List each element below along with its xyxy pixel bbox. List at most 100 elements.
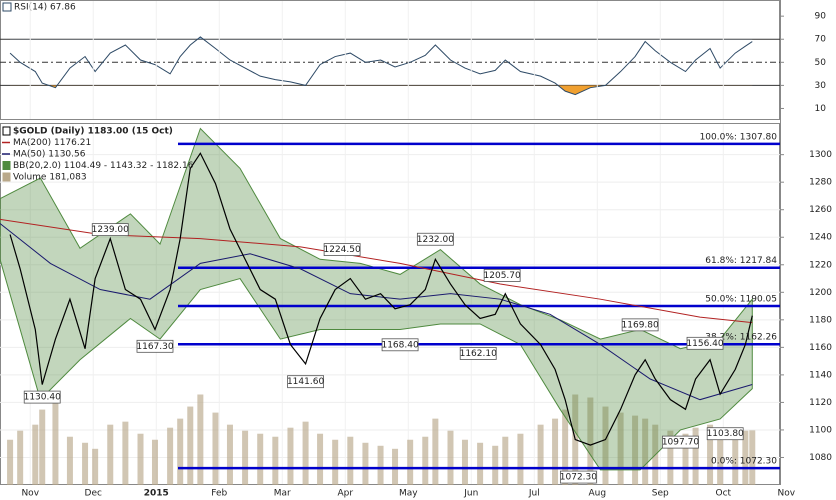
volume-bar <box>226 424 233 485</box>
annotation: 1205.70 <box>484 271 521 281</box>
annotation-box <box>483 269 521 282</box>
legend-label: BB(20,2.0) 1104.49 - 1143.32 - 1182.16 <box>13 161 194 171</box>
volume-bar <box>461 439 468 485</box>
fib-label: 50.0%: 1190.05 <box>705 294 777 304</box>
volume-bar <box>272 436 279 485</box>
legend-label: $GOLD (Daily) 1183.00 (15 Oct) <box>13 127 173 137</box>
volume-bar <box>632 415 639 485</box>
volume-bar <box>707 424 714 485</box>
volume-bar <box>212 412 219 485</box>
legend-label: RSI(14) 67.86 <box>14 3 76 13</box>
volume-bar <box>362 442 369 485</box>
price-line <box>9 152 753 446</box>
fib-label: 0.0%: 1072.30 <box>711 457 777 467</box>
y-tick-label: 1240 <box>809 233 832 243</box>
fib-label: 100.0%: 1307.80 <box>700 132 778 142</box>
volume-bar <box>32 424 39 485</box>
rsi-line <box>9 36 753 96</box>
volume-bar <box>477 442 484 485</box>
rsi-panel <box>0 0 780 120</box>
volume-bar <box>187 406 194 485</box>
volume-bar <box>287 427 294 485</box>
y-tick-label: 1280 <box>809 178 832 188</box>
volume-bar <box>347 436 354 485</box>
bollinger-band <box>0 127 753 471</box>
volume-bar <box>517 433 524 485</box>
y-tick-label: 10 <box>815 104 827 114</box>
volume-bar <box>66 436 73 485</box>
x-tick-label: Jul <box>528 489 540 499</box>
legend-swatch <box>2 161 11 170</box>
volume-bar <box>742 430 749 485</box>
annotation: 1162.10 <box>460 349 497 359</box>
annotation-box <box>686 336 724 350</box>
volume-bar <box>82 442 89 485</box>
annotation-box <box>706 427 744 441</box>
volume-bar <box>242 430 249 485</box>
layer <box>9 36 753 96</box>
x-tick-label: Nov <box>778 489 796 499</box>
legend-swatch <box>2 2 12 12</box>
annotation: 1169.80 <box>622 320 659 330</box>
y-tick-label: 1080 <box>809 453 832 463</box>
y-tick-label: 1140 <box>809 370 832 380</box>
volume-bar <box>502 436 509 485</box>
legend-swatch <box>2 126 11 136</box>
volume-bar <box>717 433 724 485</box>
volume-bar <box>302 421 309 485</box>
volume-bar <box>332 439 339 485</box>
annotation-box <box>559 470 597 484</box>
y-tick-label: 1300 <box>809 150 832 160</box>
annotation: 1097.70 <box>662 438 699 448</box>
volume-bar <box>39 409 46 485</box>
volume-bar <box>107 424 114 485</box>
rsi-zone-fill <box>10 85 753 95</box>
layer <box>10 85 753 95</box>
x-tick-label: May <box>399 489 418 499</box>
volume-bar <box>432 418 439 485</box>
annotation-box <box>91 223 129 237</box>
y-tick-label: 1120 <box>809 398 832 408</box>
moving-average <box>0 218 753 324</box>
y-tick-label: 70 <box>815 35 827 45</box>
x-tick-label: Aug <box>588 489 606 499</box>
x-tick-label: Mar <box>274 489 291 499</box>
volume-bar <box>667 430 674 485</box>
annotation-box <box>136 339 174 353</box>
annotation-box <box>23 390 61 404</box>
volume-bar <box>177 418 184 485</box>
y-tick-label: 30 <box>815 81 827 91</box>
volume-bar <box>122 421 129 485</box>
annotation-box <box>323 243 361 256</box>
annotation: 1239.00 <box>92 225 129 235</box>
annotation-box <box>381 338 419 352</box>
annotation: 1167.30 <box>136 342 173 352</box>
annotation: 1156.40 <box>686 339 723 349</box>
volume-bar <box>7 439 14 485</box>
y-tick-label: 1160 <box>809 343 832 353</box>
annotation-box <box>287 375 324 389</box>
volume-bar <box>92 448 99 485</box>
annotation: 1103.80 <box>707 429 744 439</box>
volume-bar <box>537 424 544 485</box>
volume-bar <box>167 427 174 485</box>
moving-average <box>0 223 753 401</box>
x-tick-label: Oct <box>716 489 732 499</box>
volume-bar <box>377 445 384 485</box>
volume-bar <box>422 436 429 485</box>
annotation: 1232.00 <box>417 235 454 245</box>
volume-bar <box>552 418 559 485</box>
volume-bar <box>562 409 569 485</box>
y-tick-label: 1220 <box>809 260 832 270</box>
y-tick-label: 90 <box>815 12 827 22</box>
annotation: 1141.60 <box>287 377 324 387</box>
annotation: 1130.40 <box>24 393 61 403</box>
volume-bar <box>602 406 609 485</box>
volume-bar <box>17 430 24 485</box>
legend-label: MA(200) 1176.21 <box>13 138 91 148</box>
x-tick-label: Sep <box>652 489 669 499</box>
volume-bar <box>492 445 499 485</box>
volume-bar <box>692 427 699 485</box>
y-tick-label: 1180 <box>809 315 832 325</box>
volume-bar <box>317 433 324 485</box>
